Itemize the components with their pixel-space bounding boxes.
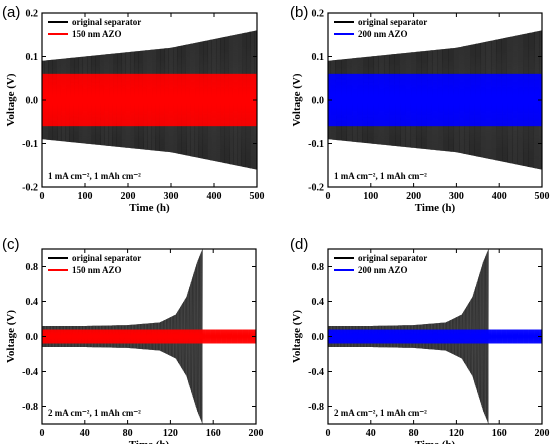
series-line-original-separator: [42, 249, 203, 424]
y-tick-label: -0.8: [308, 402, 324, 413]
plot-area: [328, 249, 542, 424]
x-tick-label: 300: [449, 191, 464, 202]
condition-annotation: 2 mA cm⁻², 1 mAh cm⁻²: [48, 408, 141, 418]
x-axis-title: Time (h): [129, 439, 170, 444]
y-tick-label: -0.2: [308, 183, 324, 194]
panel-a: -0.2 -0.1 0.0 0.1 0.2 0 100 200 300 400 500 Time (h…: [2, 4, 265, 214]
plot-area: [328, 30, 542, 170]
y-tick-label: 0.2: [26, 9, 39, 20]
y-tick-label: -0.1: [308, 139, 324, 150]
series-line-original-separator: [42, 30, 257, 170]
y-tick-label: -0.2: [22, 183, 38, 194]
y-axis-title: Voltage (V): [5, 73, 17, 126]
x-tick-label: 0: [40, 191, 45, 202]
series-line-200-nm-azo: [328, 73, 542, 127]
panel-c: -0.8 -0.4 0.0 0.4 0.8 0 40 80 120 160 200 Time (h) V…: [2, 236, 264, 444]
y-tick-label: 0.0: [312, 96, 325, 107]
legend-label: original separator: [358, 253, 427, 263]
x-tick-label: 200: [406, 191, 421, 202]
y-tick-label: 0.4: [26, 297, 39, 308]
series-line-150-nm-azo: [42, 329, 256, 344]
panel-letter: (d): [290, 236, 308, 253]
series-line-150-nm-azo: [42, 73, 257, 127]
condition-annotation: 2 mA cm⁻², 1 mAh cm⁻²: [334, 408, 427, 418]
legend-label: 200 nm AZO: [358, 265, 408, 275]
y-tick-label: 0.0: [26, 332, 39, 343]
panel-d: -0.8 -0.4 0.0 0.4 0.8 0 40 80 120 160 200 Time (h) V…: [290, 236, 550, 444]
panel-letter: (a): [2, 4, 20, 21]
x-tick-label: 80: [123, 428, 133, 439]
x-tick-label: 0: [40, 428, 45, 439]
x-tick-label: 500: [535, 191, 550, 202]
x-tick-label: 0: [326, 428, 331, 439]
x-tick-label: 200: [535, 428, 550, 439]
x-tick-label: 120: [163, 428, 178, 439]
x-tick-label: 0: [326, 191, 331, 202]
x-axis-title: Time (h): [129, 202, 170, 214]
y-axis-title: Voltage (V): [291, 310, 303, 363]
x-tick-label: 100: [78, 191, 93, 202]
y-tick-label: 0.1: [26, 52, 39, 63]
y-tick-label: -0.4: [22, 367, 38, 378]
x-tick-label: 40: [80, 428, 90, 439]
x-tick-label: 300: [164, 191, 179, 202]
series-line-original-separator: [328, 30, 542, 170]
y-axis-title: Voltage (V): [291, 73, 303, 126]
x-axis-title: Time (h): [415, 439, 456, 444]
y-axis-title: Voltage (V): [5, 310, 17, 363]
x-tick-label: 160: [206, 428, 221, 439]
panel-letter: (c): [2, 236, 20, 253]
legend-label: original separator: [72, 17, 141, 27]
legend-label: original separator: [72, 253, 141, 263]
x-tick-label: 160: [492, 428, 507, 439]
x-tick-label: 80: [409, 428, 419, 439]
y-tick-label: 0.2: [312, 9, 325, 20]
x-tick-label: 120: [449, 428, 464, 439]
condition-annotation: 1 mA cm⁻², 1 mAh cm⁻²: [48, 171, 141, 181]
y-tick-label: -0.8: [22, 402, 38, 413]
y-tick-label: 0.1: [312, 52, 325, 63]
condition-annotation: 1 mA cm⁻², 1 mAh cm⁻²: [334, 171, 427, 181]
x-tick-label: 40: [366, 428, 376, 439]
legend-label: 150 nm AZO: [72, 29, 122, 39]
series-line-200-nm-azo: [328, 329, 542, 344]
y-tick-label: 0.4: [312, 297, 325, 308]
y-tick-label: 0.8: [312, 262, 325, 273]
legend-label: original separator: [358, 17, 427, 27]
plot-area: [42, 30, 257, 170]
x-tick-label: 200: [249, 428, 264, 439]
x-tick-label: 200: [121, 191, 136, 202]
y-tick-label: 0.0: [26, 96, 39, 107]
y-tick-label: -0.1: [22, 139, 38, 150]
x-tick-label: 400: [207, 191, 222, 202]
y-tick-label: 0.0: [312, 332, 325, 343]
y-tick-label: 0.8: [26, 262, 39, 273]
x-tick-label: 400: [492, 191, 507, 202]
series-line-original-separator: [328, 249, 489, 424]
y-tick-label: -0.4: [308, 367, 324, 378]
x-axis-title: Time (h): [415, 202, 456, 214]
x-tick-label: 500: [250, 191, 265, 202]
plot-area: [42, 249, 256, 424]
panel-letter: (b): [290, 4, 308, 21]
legend-label: 200 nm AZO: [358, 29, 408, 39]
x-tick-label: 100: [363, 191, 378, 202]
panel-b: -0.2 -0.1 0.0 0.1 0.2 0 100 200 300 400 500 Time (h…: [290, 4, 550, 214]
legend-label: 150 nm AZO: [72, 265, 122, 275]
